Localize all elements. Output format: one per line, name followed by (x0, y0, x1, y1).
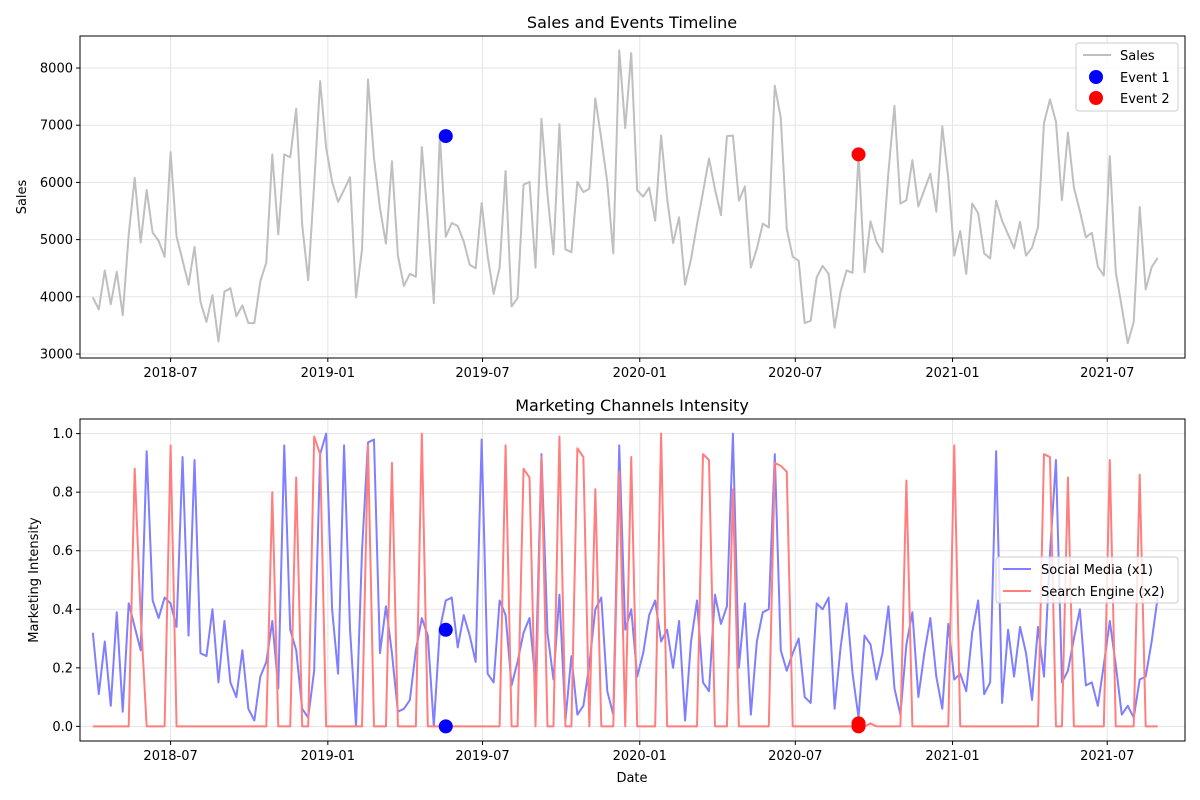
sales-x-tick-label: 2021-01 (925, 366, 979, 381)
marketing-legend-box (995, 556, 1179, 604)
sales-y-tick-label: 4000 (40, 290, 73, 305)
event-1-legend-marker (1089, 70, 1103, 84)
event-1-legend-label: Event 1 (1120, 71, 1170, 86)
sales-x-tick-label: 2019-01 (301, 366, 355, 381)
marketing-events (438, 622, 866, 734)
event-2-marker (851, 147, 866, 162)
search-engine-legend-label: Search Engine (x2) (1041, 585, 1165, 600)
marketing-legend: Social Media (x1) Search Engine (x2) (995, 556, 1179, 604)
marketing-y-tick-label: 0.6 (52, 544, 73, 559)
social-media-legend-label: Social Media (x1) (1041, 563, 1153, 578)
marketing-x-tick-label: 2021-01 (925, 749, 979, 764)
sales-x-tick-label: 2019-07 (455, 366, 509, 381)
sales-chart-title: Sales and Events Timeline (527, 13, 737, 32)
sales-axis-ticks: 2018-07 2019-01 2019-07 2020-01 2020-07 2021-… (40, 62, 1134, 381)
marketing-x-tick-label: 2019-07 (455, 749, 509, 764)
marketing-x-tick-label: 2020-01 (613, 749, 667, 764)
marketing-y-tick-label: 0.8 (52, 486, 73, 501)
sales-y-axis-label: Sales (15, 179, 30, 214)
sales-y-tick-label: 7000 (40, 119, 73, 134)
event-2-marker-search (851, 719, 866, 734)
marketing-y-tick-label: 0.2 (52, 661, 73, 676)
sales-series (91, 49, 1159, 345)
sales-x-tick-label: 2020-07 (768, 366, 822, 381)
marketing-axes-frame (79, 418, 1186, 742)
sales-line (91, 49, 1159, 345)
marketing-panel: Marketing Channels Intensity Marketing I… (27, 396, 1186, 786)
marketing-x-tick-label: 2018-07 (143, 749, 197, 764)
event-2-legend-label: Event 2 (1120, 92, 1170, 107)
marketing-y-tick-label: 1.0 (52, 427, 73, 442)
marketing-y-tick-label: 0.0 (52, 720, 73, 735)
marketing-x-tick-label: 2020-07 (768, 749, 822, 764)
sales-y-tick-label: 6000 (40, 176, 73, 191)
sales-panel: Sales and Events Timeline Sales 2018-07 2… (15, 13, 1186, 381)
marketing-x-axis-label: Date (616, 771, 647, 786)
marketing-axis-ticks: 2018-07 2019-01 2019-07 2020-01 2020-07 2021-… (52, 427, 1134, 764)
marketing-y-axis-label: Marketing Intensity (27, 517, 42, 643)
search-engine-line (92, 432, 1158, 728)
sales-x-tick-label: 2018-07 (143, 366, 197, 381)
marketing-chart-title: Marketing Channels Intensity (515, 396, 749, 415)
event-2-legend-marker (1089, 91, 1103, 105)
sales-legend-label: Sales (1120, 49, 1155, 64)
event-1-marker-search (438, 719, 453, 734)
sales-events (438, 129, 866, 162)
sales-axes-frame (79, 35, 1186, 359)
marketing-series (91, 432, 1159, 728)
sales-y-tick-label: 3000 (40, 347, 73, 362)
sales-legend: Sales Event 1 Event 2 (1075, 42, 1179, 112)
marketing-x-tick-label: 2019-01 (301, 749, 355, 764)
marketing-x-tick-label: 2021-07 (1080, 749, 1134, 764)
sales-x-tick-label: 2020-01 (613, 366, 667, 381)
event-1-marker-social (438, 622, 453, 637)
sales-x-tick-label: 2021-07 (1080, 366, 1134, 381)
event-1-marker (438, 129, 453, 144)
sales-y-tick-label: 5000 (40, 233, 73, 248)
sales-y-tick-label: 8000 (40, 62, 73, 77)
social-media-line (91, 432, 1159, 728)
marketing-y-tick-label: 0.4 (52, 603, 73, 618)
